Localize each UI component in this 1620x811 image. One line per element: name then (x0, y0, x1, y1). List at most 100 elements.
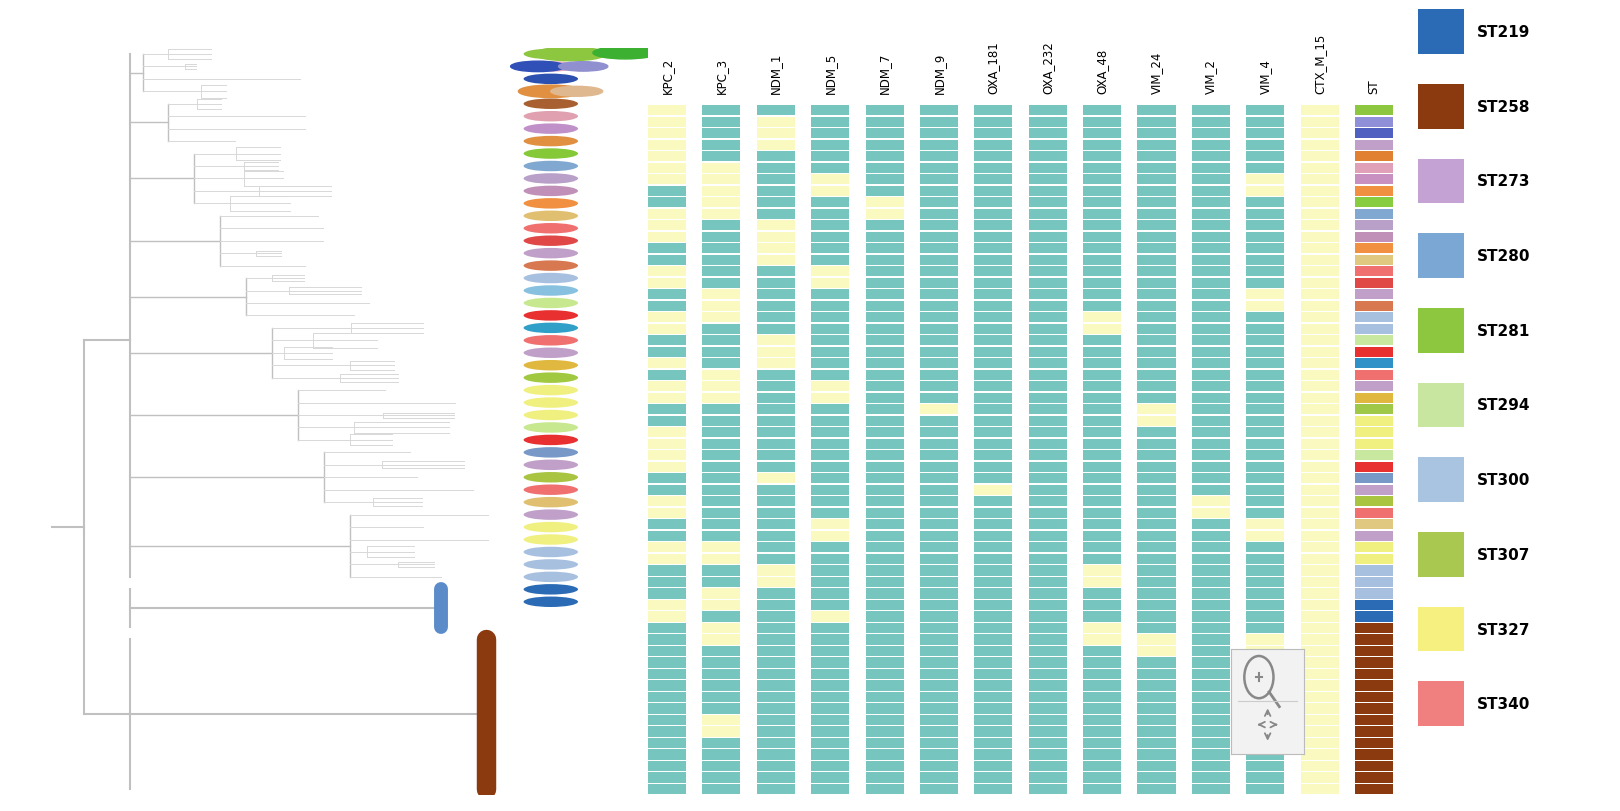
Bar (1029, 164, 1066, 174)
Bar (974, 692, 1012, 702)
Bar (1301, 508, 1338, 518)
Bar (812, 313, 849, 323)
Bar (1084, 278, 1121, 289)
Bar (757, 611, 795, 622)
Bar (920, 669, 957, 679)
Bar (1084, 152, 1121, 162)
Bar (1137, 428, 1176, 438)
Bar (865, 715, 904, 725)
Bar (920, 209, 957, 220)
Bar (974, 129, 1012, 139)
Bar (1192, 278, 1230, 289)
Bar (812, 462, 849, 472)
Bar (1137, 416, 1176, 427)
Bar (1246, 611, 1285, 622)
Bar (1301, 577, 1338, 587)
Bar (1029, 336, 1066, 346)
Bar (1354, 680, 1393, 691)
Bar (648, 278, 687, 289)
Bar (920, 405, 957, 415)
Bar (1246, 290, 1285, 300)
Bar (1354, 244, 1393, 254)
FancyBboxPatch shape (1418, 384, 1464, 428)
Bar (703, 485, 740, 496)
Bar (1192, 566, 1230, 576)
Bar (1084, 324, 1121, 334)
Bar (1301, 474, 1338, 484)
Bar (974, 152, 1012, 162)
Bar (974, 635, 1012, 645)
Bar (648, 600, 687, 610)
Bar (1192, 267, 1230, 277)
Bar (974, 313, 1012, 323)
Bar (812, 393, 849, 403)
Bar (812, 474, 849, 484)
Bar (920, 451, 957, 461)
Text: VIM_2: VIM_2 (1204, 59, 1217, 94)
Bar (920, 336, 957, 346)
Bar (1137, 554, 1176, 564)
Bar (920, 302, 957, 311)
Bar (865, 187, 904, 196)
Circle shape (523, 348, 578, 358)
Bar (1354, 209, 1393, 220)
Bar (974, 566, 1012, 576)
Bar (703, 623, 740, 633)
Bar (1246, 485, 1285, 496)
Bar (1029, 589, 1066, 599)
Bar (648, 531, 687, 541)
Bar (757, 658, 795, 667)
Bar (1301, 566, 1338, 576)
Bar (1192, 462, 1230, 472)
Bar (920, 692, 957, 702)
Bar (974, 267, 1012, 277)
Bar (1084, 129, 1121, 139)
Bar (812, 440, 849, 449)
Bar (703, 554, 740, 564)
Bar (974, 784, 1012, 794)
Bar (974, 359, 1012, 369)
Bar (703, 658, 740, 667)
Bar (865, 462, 904, 472)
Bar (1084, 589, 1121, 599)
Bar (812, 428, 849, 438)
Circle shape (523, 497, 578, 508)
Bar (1137, 761, 1176, 771)
Bar (1029, 485, 1066, 496)
Bar (920, 416, 957, 427)
Bar (1084, 221, 1121, 231)
Bar (703, 646, 740, 656)
Bar (703, 704, 740, 714)
Bar (812, 278, 849, 289)
Bar (757, 267, 795, 277)
Bar (865, 773, 904, 783)
Bar (974, 761, 1012, 771)
Bar (974, 704, 1012, 714)
Bar (974, 118, 1012, 127)
Bar (1137, 347, 1176, 358)
Bar (974, 244, 1012, 254)
Bar (1029, 233, 1066, 242)
Bar (1137, 118, 1176, 127)
Text: KPC_3: KPC_3 (714, 58, 727, 94)
Bar (865, 531, 904, 541)
Bar (757, 187, 795, 196)
Bar (1084, 347, 1121, 358)
Bar (1246, 577, 1285, 587)
Bar (1301, 324, 1338, 334)
Bar (1029, 267, 1066, 277)
Bar (865, 589, 904, 599)
Bar (1246, 520, 1285, 530)
Bar (1029, 497, 1066, 507)
Bar (1301, 233, 1338, 242)
Bar (812, 669, 849, 679)
Bar (812, 371, 849, 380)
Bar (1354, 129, 1393, 139)
Bar (974, 543, 1012, 553)
Bar (865, 669, 904, 679)
Bar (1029, 118, 1066, 127)
Circle shape (523, 137, 578, 147)
Bar (920, 566, 957, 576)
Bar (1192, 773, 1230, 783)
Bar (1084, 704, 1121, 714)
